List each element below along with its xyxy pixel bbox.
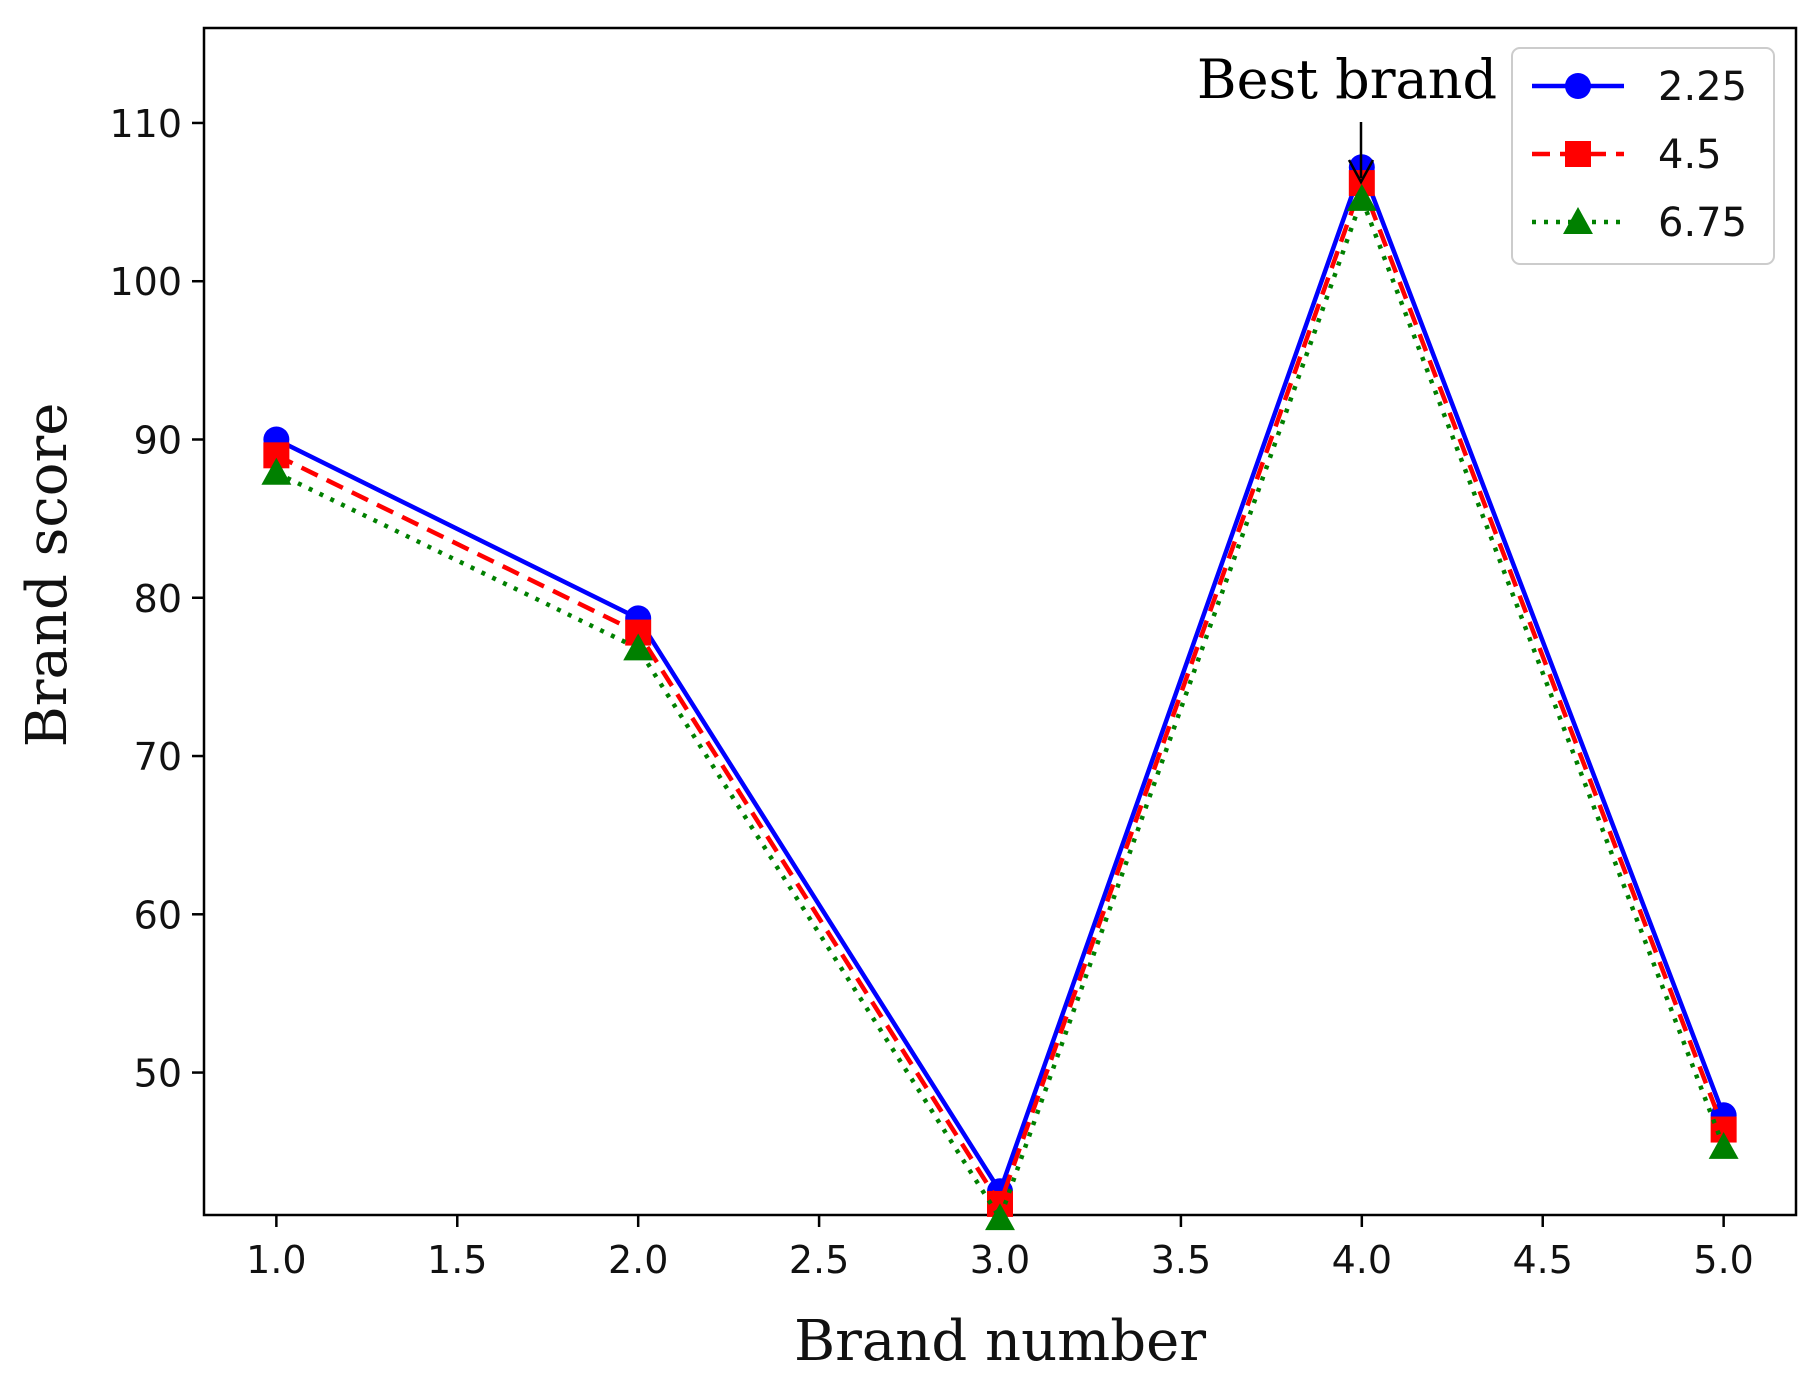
series-line-4.5	[275, 180, 1726, 1207]
data-point-6.75	[1708, 1131, 1739, 1159]
series-layer	[261, 154, 1739, 1231]
y-axis-title: Brand score	[15, 403, 80, 748]
x-tick-label: 4.0	[1332, 1238, 1392, 1282]
y-tick-label: 90	[134, 418, 182, 462]
y-tick-label: 70	[134, 735, 182, 779]
y-tick-label: 100	[109, 260, 182, 304]
legend-label: 4.5	[1658, 132, 1722, 178]
y-tick-label: 110	[109, 102, 182, 146]
x-tick-label: 1.5	[427, 1238, 487, 1282]
data-point-6.75	[1346, 183, 1377, 211]
y-axis-ticks: 50 60 70 80 90 100 110	[109, 102, 204, 1096]
series-line-2.25	[275, 165, 1726, 1194]
legend-label: 6.75	[1658, 200, 1747, 246]
annotation-arrow-head	[1347, 159, 1375, 185]
data-point-6.75	[261, 457, 292, 485]
series-6.75	[261, 183, 1739, 1231]
x-tick-label: 3.0	[970, 1238, 1030, 1282]
best-brand-annotation: Best brand	[1197, 48, 1497, 185]
series-4.5	[263, 170, 1737, 1217]
legend-marker-2.25	[1565, 73, 1591, 99]
y-tick-label: 50	[134, 1052, 182, 1096]
series-2.25	[263, 154, 1737, 1205]
x-tick-label: 5.0	[1693, 1238, 1753, 1282]
x-tick-label: 4.5	[1513, 1238, 1573, 1282]
series-line-6.75	[275, 196, 1726, 1221]
x-axis-ticks: 1.0 1.5 2.0 2.5 3.0 3.5 4.0 4.5 5.0	[246, 1215, 1754, 1282]
data-point-6.75	[985, 1203, 1015, 1231]
x-tick-label: 1.0	[246, 1238, 306, 1282]
data-point-6.75	[623, 633, 654, 661]
y-tick-label: 80	[134, 577, 182, 621]
legend: 2.25 4.5 6.75	[1511, 47, 1775, 265]
x-axis-title: Brand number	[794, 1309, 1206, 1374]
y-tick-label: 60	[134, 893, 182, 937]
legend-marker-6.75	[1563, 207, 1593, 234]
x-tick-label: 2.5	[789, 1238, 849, 1282]
legend-marker-4.5	[1565, 141, 1591, 167]
x-tick-label: 3.5	[1151, 1238, 1211, 1282]
annotation-text: Best brand	[1197, 48, 1497, 111]
x-tick-label: 2.0	[608, 1238, 668, 1282]
legend-label: 2.25	[1658, 64, 1747, 110]
